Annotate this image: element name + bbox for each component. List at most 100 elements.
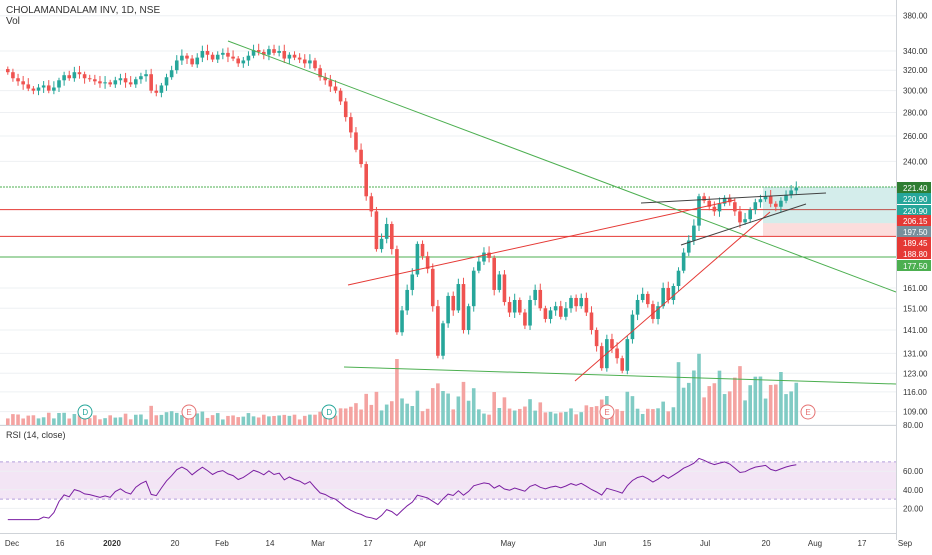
- candle-body: [446, 295, 450, 324]
- volume-bar: [400, 398, 404, 425]
- candle-body: [466, 306, 471, 330]
- volume-bar: [262, 414, 266, 425]
- candle-body: [302, 59, 307, 64]
- candle-body: [328, 80, 333, 87]
- candle-body: [671, 285, 676, 300]
- candle-body: [722, 197, 727, 204]
- candle-body: [712, 206, 717, 212]
- candle-body: [390, 223, 394, 250]
- volume-bar: [215, 413, 220, 425]
- downtrend-line: [227, 40, 897, 293]
- candle-body: [748, 209, 752, 220]
- candle-body: [518, 299, 522, 313]
- candle-body: [87, 78, 92, 80]
- volume-bar: [405, 403, 409, 425]
- volume-bar: [697, 353, 701, 425]
- candle-body: [221, 52, 225, 55]
- volume-bar: [569, 408, 573, 425]
- time-tick-label: 14: [266, 539, 275, 548]
- time-tick-label: Sep: [898, 539, 913, 548]
- volume-bar: [267, 416, 271, 425]
- volume-bar: [441, 391, 445, 425]
- volume-bar: [466, 400, 471, 425]
- price-tick-label: 320.00: [903, 66, 928, 75]
- volume-bar: [323, 414, 328, 425]
- volume-bar: [302, 415, 307, 425]
- candle-body: [512, 299, 517, 313]
- volume-bar: [82, 417, 87, 425]
- volume-bar: [784, 394, 788, 425]
- volume-bar: [123, 413, 128, 425]
- rsi-tick-label: 60.00: [903, 467, 924, 476]
- volume-label: Vol: [6, 16, 20, 27]
- volume-bar: [584, 405, 589, 425]
- volume-bar: [318, 411, 322, 425]
- volume-bars: [6, 353, 799, 425]
- volume-bar: [210, 415, 215, 425]
- candle-body: [584, 297, 589, 313]
- candle-body: [620, 358, 624, 371]
- price-label-chip: [897, 237, 931, 248]
- candle-body: [267, 49, 271, 55]
- price-label-text: 221.40: [903, 184, 928, 193]
- volume-bar: [420, 411, 425, 425]
- candle-body: [123, 78, 128, 83]
- price-tick-label: 161.00: [903, 284, 928, 293]
- candle-body: [62, 75, 66, 81]
- candle-body: [134, 79, 138, 85]
- volume-bar: [589, 407, 594, 425]
- support-line: [343, 366, 897, 385]
- price-tick-label: 151.00: [903, 304, 928, 313]
- volume-bar: [87, 418, 92, 425]
- volume-bar: [113, 417, 118, 425]
- volume-bar: [31, 415, 36, 425]
- candle-body: [144, 74, 148, 77]
- volume-bar: [395, 359, 399, 425]
- volume-bar: [256, 417, 261, 425]
- price-tick-label: 141.00: [903, 326, 928, 335]
- volume-bar: [738, 366, 742, 425]
- candle-body: [369, 196, 374, 212]
- candle-body: [374, 211, 379, 250]
- volume-bar: [282, 414, 287, 425]
- candle-body: [36, 87, 41, 91]
- candle-body: [318, 68, 322, 78]
- time-tick-label: 2020: [103, 539, 121, 548]
- volume-bar: [733, 377, 737, 425]
- volume-bar: [425, 408, 430, 425]
- candle-body: [77, 72, 82, 75]
- volume-bar: [26, 415, 31, 425]
- time-tick-label: 20: [762, 539, 771, 548]
- candle-body: [548, 310, 553, 319]
- candle-body: [635, 299, 640, 315]
- volume-bar: [794, 382, 799, 425]
- volume-bar: [226, 415, 230, 425]
- volume-bar: [548, 411, 553, 425]
- volume-bar: [681, 387, 686, 425]
- candle-body: [180, 55, 184, 61]
- volume-bar: [646, 408, 650, 425]
- candle-body: [226, 52, 230, 57]
- volume-bar: [753, 376, 758, 425]
- candle-body: [338, 90, 343, 102]
- volume-bar: [292, 414, 297, 425]
- candle-body: [441, 323, 445, 356]
- volume-bar: [384, 404, 389, 425]
- volume-bar: [656, 408, 660, 425]
- candle-body: [436, 306, 440, 356]
- candle-body: [149, 74, 153, 91]
- candle-body: [738, 211, 742, 223]
- volume-bar: [451, 409, 456, 425]
- candle-body: [11, 72, 15, 79]
- event-marker: [800, 404, 816, 420]
- candle-body: [733, 202, 737, 212]
- time-tick-label: Aug: [808, 539, 822, 548]
- candle-body: [768, 196, 773, 204]
- candle-body: [487, 252, 491, 258]
- volume-bar: [93, 415, 97, 425]
- candle-body: [333, 86, 338, 91]
- candle-body: [72, 72, 77, 79]
- candle-body: [686, 240, 691, 253]
- event-marker: [77, 404, 93, 420]
